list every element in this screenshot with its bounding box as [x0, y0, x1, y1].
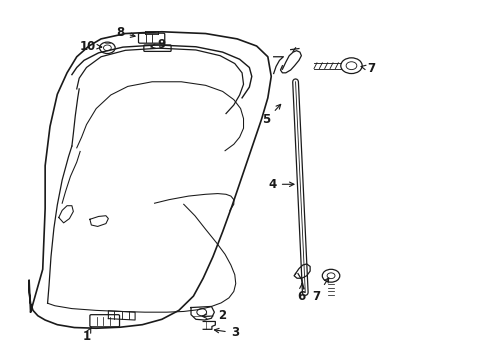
Text: 2: 2 — [202, 309, 226, 322]
Text: 6: 6 — [297, 284, 305, 303]
Text: 7: 7 — [360, 62, 374, 75]
Text: 9: 9 — [151, 39, 165, 51]
Text: 1: 1 — [82, 327, 91, 343]
Text: 10: 10 — [80, 40, 102, 53]
Text: 8: 8 — [116, 26, 135, 39]
Text: 4: 4 — [268, 178, 293, 191]
Text: 3: 3 — [214, 327, 238, 339]
Text: 7: 7 — [312, 278, 328, 303]
Text: 5: 5 — [262, 104, 280, 126]
